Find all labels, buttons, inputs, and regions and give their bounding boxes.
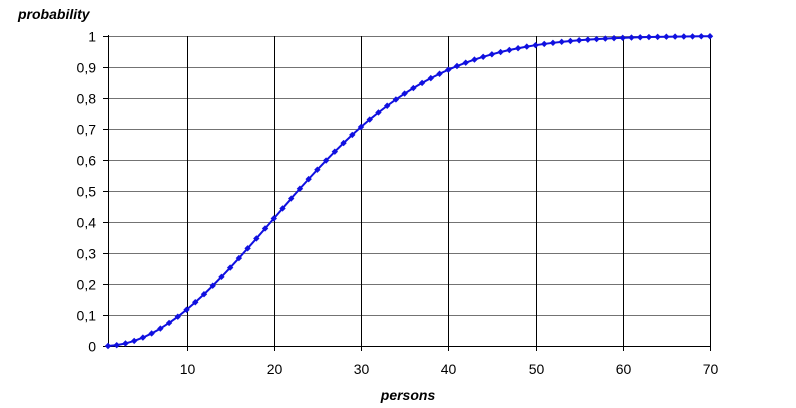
data-point [689, 33, 696, 40]
data-point [410, 84, 417, 92]
axes [103, 35, 711, 351]
data-point [462, 59, 469, 66]
y-tick-label: 0,2 [77, 277, 97, 293]
data-point [288, 195, 295, 202]
data-point [637, 34, 644, 41]
x-tick-label: 70 [703, 361, 719, 377]
data-point [392, 96, 400, 103]
tick-labels: 0 0,1 0,2 0,3 0,4 0,5 0,6 0,7 0,8 0,9 1 10 20 30 40 50 6… [77, 29, 719, 378]
y-tick-label: 0,9 [77, 60, 97, 76]
data-point [654, 33, 661, 41]
data-point [514, 45, 522, 52]
data-point [445, 66, 452, 73]
data-point [340, 139, 347, 147]
data-point [357, 123, 365, 131]
data-point [375, 109, 382, 116]
data-point [584, 36, 592, 43]
data-point [122, 340, 129, 347]
data-point [488, 51, 496, 58]
data-point [322, 157, 330, 164]
y-tick-label: 1 [88, 29, 96, 45]
data-point [506, 46, 513, 54]
data-point [663, 33, 670, 40]
data-point [698, 33, 705, 40]
y-tick-label: 0,8 [77, 91, 97, 107]
data-point [427, 74, 435, 82]
data-point [619, 34, 626, 42]
x-tick-label: 20 [267, 361, 283, 377]
data-point [567, 37, 574, 45]
data-point [628, 34, 635, 41]
data-point [314, 166, 321, 173]
data-point [296, 185, 304, 192]
y-tick-label: 0,7 [77, 122, 97, 138]
y-tick-label: 0,4 [77, 215, 97, 231]
data-point [200, 291, 208, 298]
data-point [418, 79, 426, 87]
y-tick-label: 0,5 [77, 184, 97, 200]
data-point [541, 40, 548, 48]
data-point [261, 225, 269, 232]
data-point [471, 56, 478, 63]
data-point [558, 38, 565, 46]
data-point [148, 330, 155, 337]
data-point [130, 337, 138, 345]
data-point [602, 35, 609, 42]
y-tick-label: 0 [88, 339, 96, 355]
data-point [253, 235, 260, 242]
data-point [575, 37, 583, 44]
y-tick-label: 0,1 [77, 308, 97, 324]
grid [108, 36, 710, 346]
data-point [610, 34, 618, 42]
data-point [593, 35, 600, 43]
y-tick-label: 0,3 [77, 246, 97, 262]
data-point [279, 205, 286, 212]
data-point [453, 62, 461, 70]
data-point [218, 273, 225, 281]
data-point [523, 43, 530, 50]
x-tick-label: 10 [180, 361, 196, 377]
data-point [401, 90, 408, 97]
data-point [174, 313, 181, 320]
data-point [671, 33, 679, 40]
data-point [235, 254, 243, 262]
x-tick-label: 60 [616, 361, 632, 377]
x-axis-title: persons [380, 387, 436, 403]
series [104, 33, 714, 350]
data-point [349, 131, 356, 139]
data-point [113, 341, 120, 349]
data-point [497, 48, 504, 56]
data-point [645, 33, 653, 41]
data-point [226, 264, 234, 271]
data-point [244, 245, 251, 252]
y-axis-title: probability [17, 6, 91, 22]
data-point [305, 175, 312, 183]
data-point [139, 334, 147, 341]
x-tick-label: 30 [354, 361, 370, 377]
data-point [165, 319, 173, 327]
data-point [270, 215, 277, 222]
data-point [157, 325, 164, 332]
x-tick-label: 50 [529, 361, 545, 377]
data-point [436, 70, 443, 77]
data-point [104, 342, 112, 350]
data-point [383, 102, 391, 109]
data-point [183, 306, 190, 313]
data-point [706, 33, 714, 40]
y-tick-label: 0,6 [77, 153, 97, 169]
x-tick-label: 40 [441, 361, 457, 377]
data-point [479, 53, 487, 61]
data-point [331, 148, 339, 155]
data-point [532, 41, 539, 49]
data-point [209, 282, 216, 289]
data-point [549, 39, 557, 47]
data-point [192, 299, 199, 306]
series-line [107, 35, 711, 347]
data-point [680, 33, 688, 40]
data-point [366, 116, 373, 123]
